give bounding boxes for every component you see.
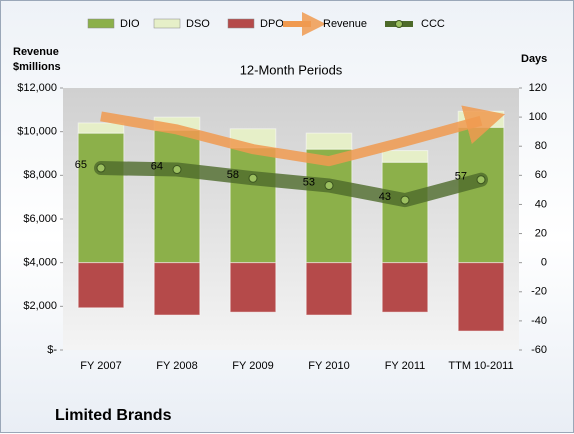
y2-tick-label: -20 (531, 286, 547, 298)
legend-item: DSO (153, 18, 210, 30)
data-label: 53 (303, 176, 315, 188)
y-tick-label: $6,000 (23, 213, 57, 225)
ccc-point (172, 165, 182, 175)
y2-tick-label: -40 (531, 315, 547, 327)
ccc-point (324, 181, 334, 191)
legend-swatch (227, 18, 255, 29)
legend-swatch (153, 18, 181, 29)
legend-item: CCC (385, 18, 445, 30)
y-tick-label: $8,000 (23, 169, 57, 181)
legend-item: DIO (87, 18, 140, 30)
bar-segment (153, 262, 201, 316)
ccc-line (94, 161, 488, 208)
x-tick-label: TTM 10-2011 (448, 360, 513, 372)
y-tick-label: $12,000 (17, 82, 57, 94)
legend-swatch (395, 20, 403, 28)
y2-tick-label: -60 (531, 344, 547, 356)
data-label: 64 (151, 160, 163, 172)
bar-segment (229, 147, 277, 264)
data-label: 65 (75, 159, 87, 171)
legend-label: DSO (186, 18, 210, 30)
x-tick-label: FY 2008 (156, 360, 197, 372)
y2-tick-label: 0 (541, 257, 547, 269)
y2-axis-label: Days (521, 53, 548, 65)
y-tick-label: $10,000 (17, 126, 57, 138)
bar-segment (305, 132, 353, 150)
data-label: 43 (379, 191, 391, 203)
ccc-point (96, 163, 106, 173)
y2-tick-label: 40 (535, 198, 547, 210)
data-label: 58 (227, 169, 239, 181)
x-tick-label: FY 2009 (232, 360, 273, 372)
bar-segment (153, 129, 201, 264)
bar-segment (457, 262, 505, 332)
bar-segment (77, 132, 125, 264)
y2-tick-label: 80 (535, 140, 547, 152)
legend-label: DPO (260, 18, 284, 30)
legend-item: DPO (227, 18, 284, 30)
y-tick-label: $- (47, 344, 57, 356)
legend-item: Revenue (283, 12, 367, 36)
y-axis-label: Revenue $millions (13, 46, 61, 73)
ccc-point (248, 173, 258, 183)
x-tick-label: FY 2011 (385, 360, 426, 372)
bar-segment (381, 161, 429, 264)
bar-segment (229, 262, 277, 313)
y2-tick-label: 60 (535, 169, 547, 181)
y2-tick-label: 20 (535, 227, 547, 239)
x-tick-label: FY 2007 (80, 360, 121, 372)
y2-tick-label: 120 (529, 82, 547, 94)
bar-segment (77, 262, 125, 309)
bar-segment (305, 262, 353, 316)
bar-segment (77, 122, 125, 134)
bar-segment (381, 262, 429, 313)
y-tick-label: $2,000 (23, 300, 57, 312)
bar-segment (381, 150, 429, 163)
bar-segment (457, 126, 505, 264)
legend-label: DIO (120, 18, 140, 30)
y2-tick-label: 100 (529, 111, 547, 123)
legend-swatch (87, 18, 115, 29)
ccc-point (476, 175, 486, 185)
data-label: 57 (455, 171, 467, 183)
bar-segment (305, 148, 353, 264)
company-name: Limited Brands (55, 407, 172, 424)
y-tick-label: $4,000 (23, 257, 57, 269)
chart-title: 12-Month Periods (240, 62, 343, 77)
x-tick-label: FY 2010 (308, 360, 349, 372)
legend-label: Revenue (323, 18, 367, 30)
ccc-point (400, 195, 410, 205)
legend-label: CCC (421, 18, 445, 30)
revenue-line (100, 105, 506, 167)
